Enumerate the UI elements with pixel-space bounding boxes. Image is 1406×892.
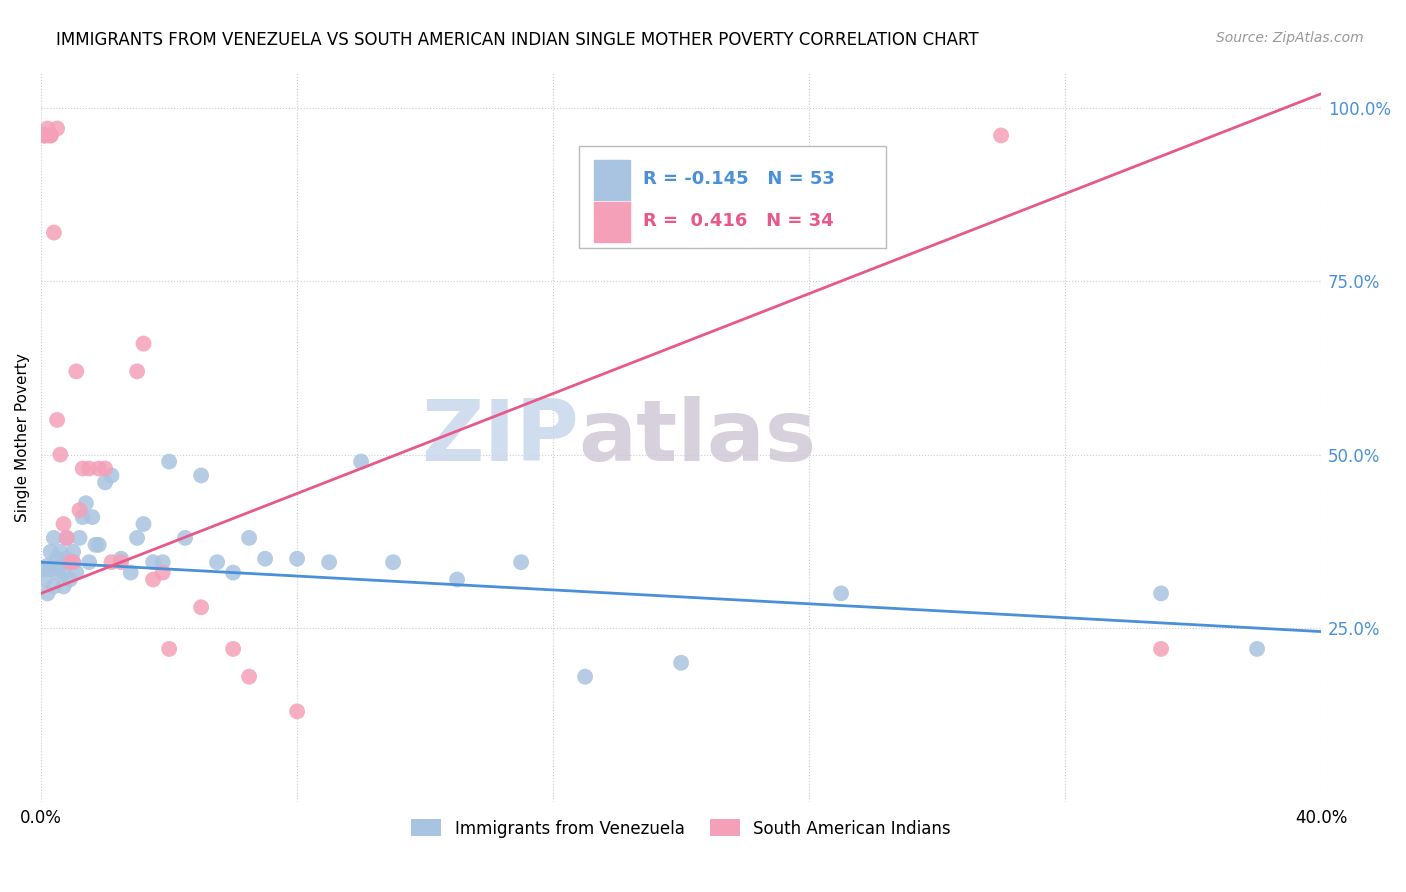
Point — [1150, 586, 1173, 600]
Point — [49, 545, 72, 559]
Point — [94, 461, 117, 475]
Point — [55, 531, 77, 545]
Point — [42, 579, 65, 593]
Point — [62, 555, 84, 569]
Point — [37, 121, 59, 136]
Point — [52, 579, 75, 593]
Point — [62, 555, 84, 569]
Point — [42, 531, 65, 545]
Point — [34, 128, 56, 143]
Point — [52, 516, 75, 531]
Text: Source: ZipAtlas.com: Source: ZipAtlas.com — [1216, 31, 1364, 45]
Point — [127, 364, 149, 378]
Text: R = -0.145   N = 53: R = -0.145 N = 53 — [643, 170, 835, 188]
Point — [42, 226, 65, 240]
Point — [55, 551, 77, 566]
Point — [39, 545, 62, 559]
Point — [990, 128, 1012, 143]
Point — [49, 558, 72, 573]
Point — [100, 468, 122, 483]
Point — [72, 510, 94, 524]
Point — [37, 558, 59, 573]
Point — [46, 413, 69, 427]
Point — [510, 555, 533, 569]
Point — [190, 600, 212, 615]
Point — [157, 641, 180, 656]
FancyBboxPatch shape — [579, 145, 886, 248]
Point — [110, 555, 132, 569]
Point — [65, 566, 87, 580]
Legend: Immigrants from Venezuela, South American Indians: Immigrants from Venezuela, South America… — [405, 813, 957, 844]
Point — [100, 555, 122, 569]
Point — [77, 461, 100, 475]
Point — [190, 468, 212, 483]
Point — [39, 562, 62, 576]
Point — [574, 670, 596, 684]
Point — [87, 538, 110, 552]
Bar — [595, 161, 630, 201]
Point — [34, 573, 56, 587]
Point — [446, 573, 468, 587]
Point — [285, 551, 308, 566]
Point — [132, 516, 155, 531]
Point — [46, 121, 69, 136]
Point — [152, 566, 174, 580]
Point — [830, 586, 852, 600]
Point — [1150, 641, 1173, 656]
Text: ZIP: ZIP — [420, 396, 579, 479]
Point — [285, 704, 308, 718]
Point — [34, 128, 56, 143]
Point — [1246, 641, 1268, 656]
Bar — [595, 202, 630, 242]
Point — [110, 551, 132, 566]
Point — [222, 641, 245, 656]
Point — [46, 551, 69, 566]
Point — [222, 566, 245, 580]
Point — [69, 503, 91, 517]
Point — [87, 461, 110, 475]
Point — [318, 555, 340, 569]
Point — [39, 128, 62, 143]
Point — [205, 555, 228, 569]
Point — [132, 336, 155, 351]
Point — [39, 128, 62, 143]
Point — [152, 555, 174, 569]
Point — [142, 555, 165, 569]
Point — [174, 531, 197, 545]
Point — [52, 566, 75, 580]
Point — [238, 670, 260, 684]
Point — [238, 531, 260, 545]
Point — [37, 586, 59, 600]
Point — [82, 510, 104, 524]
Point — [120, 566, 142, 580]
Point — [254, 551, 277, 566]
Point — [37, 128, 59, 143]
Point — [75, 496, 97, 510]
Point — [65, 364, 87, 378]
Point — [84, 538, 107, 552]
Point — [46, 566, 69, 580]
Point — [34, 562, 56, 576]
Point — [142, 573, 165, 587]
Text: R =  0.416   N = 34: R = 0.416 N = 34 — [643, 212, 834, 230]
Point — [350, 454, 373, 468]
Point — [62, 545, 84, 559]
Text: IMMIGRANTS FROM VENEZUELA VS SOUTH AMERICAN INDIAN SINGLE MOTHER POVERTY CORRELA: IMMIGRANTS FROM VENEZUELA VS SOUTH AMERI… — [56, 31, 979, 49]
Y-axis label: Single Mother Poverty: Single Mother Poverty — [15, 353, 30, 522]
Point — [49, 448, 72, 462]
Point — [69, 531, 91, 545]
Point — [72, 461, 94, 475]
Point — [77, 555, 100, 569]
Point — [669, 656, 692, 670]
Point — [55, 531, 77, 545]
Point — [34, 128, 56, 143]
Point — [157, 454, 180, 468]
Point — [382, 555, 405, 569]
Point — [59, 555, 82, 569]
Point — [94, 475, 117, 490]
Point — [59, 573, 82, 587]
Text: atlas: atlas — [579, 396, 817, 479]
Point — [127, 531, 149, 545]
